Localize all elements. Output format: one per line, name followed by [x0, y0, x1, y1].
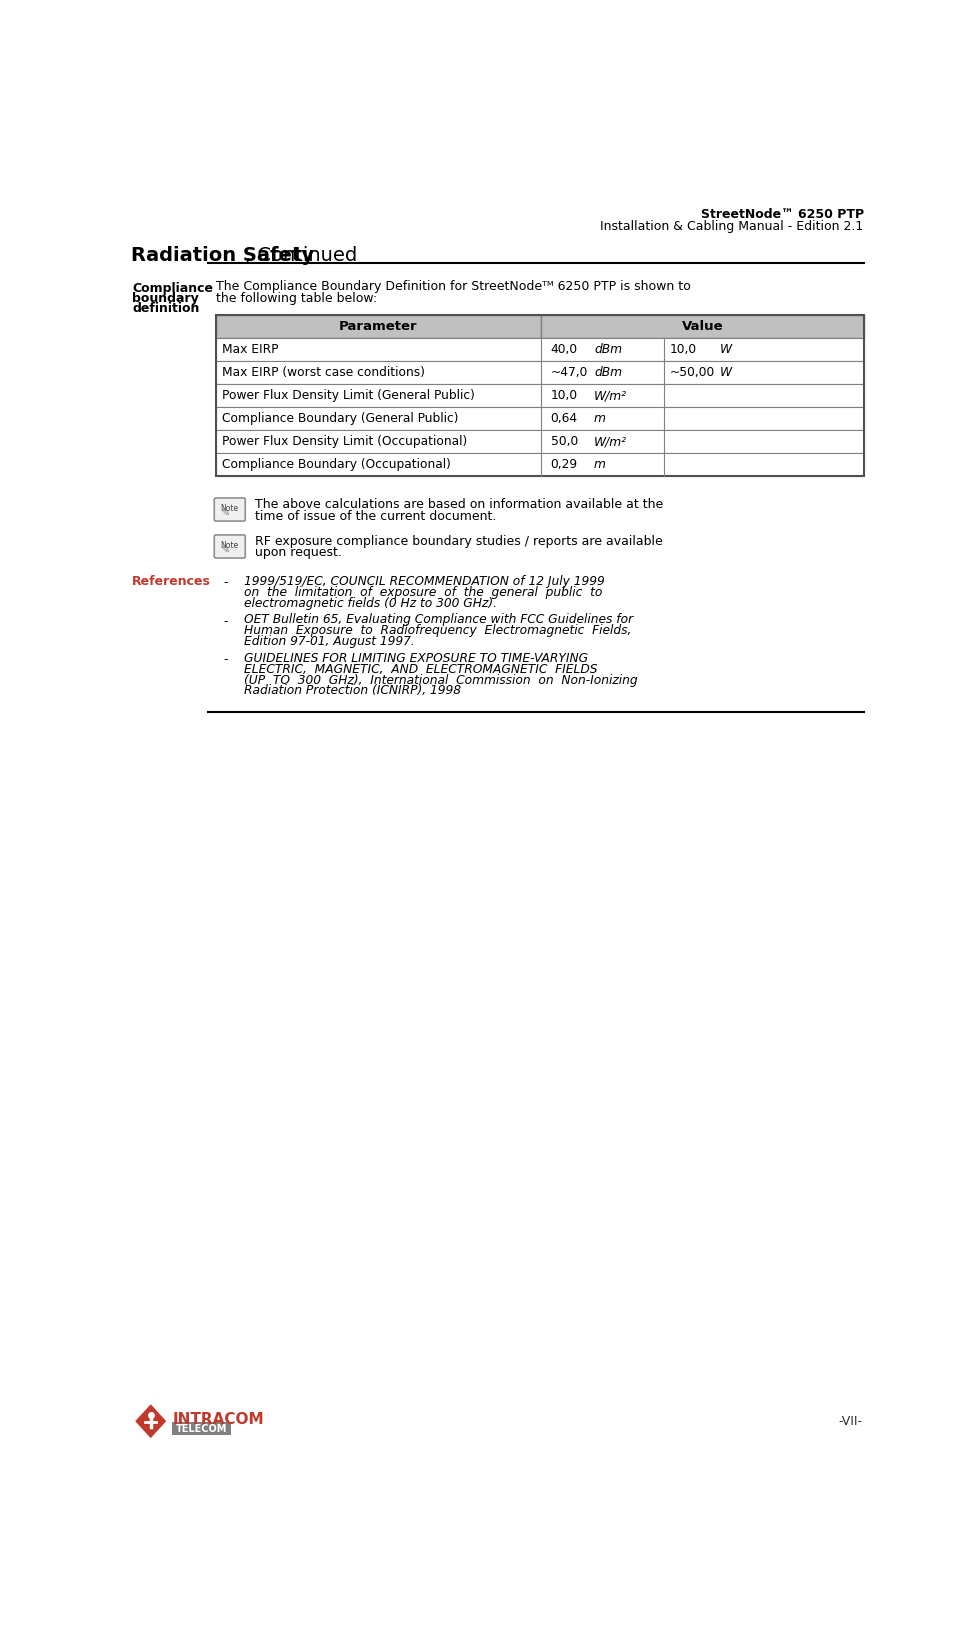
Text: Edition 97-01, August 1997.: Edition 97-01, August 1997. — [243, 635, 414, 648]
Text: INTRACOM: INTRACOM — [172, 1411, 264, 1428]
Bar — [215, 407, 862, 430]
Text: Parameter: Parameter — [339, 319, 418, 332]
Text: 0,64: 0,64 — [550, 412, 578, 425]
Text: Installation & Cabling Manual - Edition 2.1: Installation & Cabling Manual - Edition … — [600, 220, 862, 233]
Text: ~50,00: ~50,00 — [670, 366, 714, 379]
Text: W: W — [719, 344, 731, 357]
Bar — [541, 314, 862, 339]
Text: OET Bulletin 65, Evaluating Compliance with FCC Guidelines for: OET Bulletin 65, Evaluating Compliance w… — [243, 614, 632, 627]
Text: on  the  limitation  of  exposure  of  the  general  public  to: on the limitation of exposure of the gen… — [243, 586, 602, 599]
Text: -VII-: -VII- — [837, 1415, 861, 1428]
Text: m: m — [593, 459, 606, 472]
Text: time of issue of the current document.: time of issue of the current document. — [254, 510, 495, 523]
Text: Value: Value — [681, 319, 723, 332]
Text: -: - — [223, 615, 228, 628]
Text: -: - — [223, 576, 228, 589]
Bar — [215, 314, 862, 477]
Text: Note: Note — [221, 505, 238, 513]
Bar — [215, 453, 862, 477]
Text: TELECOM: TELECOM — [175, 1424, 227, 1434]
Text: Power Flux Density Limit (General Public): Power Flux Density Limit (General Public… — [222, 389, 475, 402]
Text: -: - — [223, 653, 228, 666]
Text: definition: definition — [132, 303, 200, 316]
FancyBboxPatch shape — [214, 498, 245, 521]
Text: 10,0: 10,0 — [550, 389, 578, 402]
FancyBboxPatch shape — [214, 536, 245, 558]
Text: upon request.: upon request. — [254, 547, 341, 560]
Text: W/m²: W/m² — [593, 435, 626, 448]
Text: The above calculations are based on information available at the: The above calculations are based on info… — [254, 498, 662, 511]
Text: boundary: boundary — [132, 293, 199, 306]
Text: Compliance Boundary (Occupational): Compliance Boundary (Occupational) — [222, 459, 451, 472]
Text: 50,0: 50,0 — [550, 435, 578, 448]
Text: the following table below:: the following table below: — [215, 291, 377, 304]
Text: Radiation Safety: Radiation Safety — [131, 246, 313, 265]
Text: GUIDELINES FOR LIMITING EXPOSURE TO TIME-VARYING: GUIDELINES FOR LIMITING EXPOSURE TO TIME… — [243, 651, 587, 664]
Text: The Compliance Boundary Definition for StreetNodeᵀᴹ 6250 PTP is shown to: The Compliance Boundary Definition for S… — [215, 280, 690, 293]
Text: m: m — [593, 412, 606, 425]
Text: W: W — [719, 366, 731, 379]
Text: W/m²: W/m² — [593, 389, 626, 402]
Text: References: References — [132, 575, 211, 588]
Bar — [215, 339, 862, 361]
Bar — [215, 384, 862, 407]
Text: ✎: ✎ — [219, 510, 229, 519]
Text: 0,29: 0,29 — [550, 459, 578, 472]
Text: 10,0: 10,0 — [670, 344, 697, 357]
Bar — [215, 361, 862, 384]
Text: RF exposure compliance boundary studies / reports are available: RF exposure compliance boundary studies … — [254, 536, 662, 549]
Text: ELECTRIC,  MAGNETIC,  AND  ELECTROMAGNETIC  FIELDS: ELECTRIC, MAGNETIC, AND ELECTROMAGNETIC … — [243, 663, 597, 676]
Text: (UP  TO  300  GHz),  International  Commission  on  Non-Ionizing: (UP TO 300 GHz), International Commissio… — [243, 674, 637, 687]
Bar — [215, 314, 541, 339]
Text: Note: Note — [221, 540, 238, 550]
Text: electromagnetic fields (0 Hz to 300 GHz).: electromagnetic fields (0 Hz to 300 GHz)… — [243, 596, 496, 609]
Text: ~47,0: ~47,0 — [550, 366, 587, 379]
Text: StreetNode™ 6250 PTP: StreetNode™ 6250 PTP — [700, 208, 862, 221]
Text: 40,0: 40,0 — [550, 344, 578, 357]
Polygon shape — [135, 1405, 166, 1438]
Text: Power Flux Density Limit (Occupational): Power Flux Density Limit (Occupational) — [222, 435, 467, 448]
Text: 1999/519/EC, COUNCIL RECOMMENDATION of 12 July 1999: 1999/519/EC, COUNCIL RECOMMENDATION of 1… — [243, 575, 604, 588]
Text: Radiation Protection (ICNIRP), 1998: Radiation Protection (ICNIRP), 1998 — [243, 684, 460, 697]
Text: , Continued: , Continued — [245, 246, 358, 265]
Text: Compliance Boundary (General Public): Compliance Boundary (General Public) — [222, 412, 458, 425]
Text: Human  Exposure  to  Radiofrequency  Electromagnetic  Fields,: Human Exposure to Radiofrequency Electro… — [243, 624, 631, 637]
Text: Max EIRP: Max EIRP — [222, 344, 278, 357]
Text: Compliance: Compliance — [132, 282, 213, 295]
Text: dBm: dBm — [593, 344, 621, 357]
Text: Max EIRP (worst case conditions): Max EIRP (worst case conditions) — [222, 366, 424, 379]
Text: ✎: ✎ — [219, 545, 229, 557]
Bar — [172, 1421, 231, 1434]
Text: dBm: dBm — [593, 366, 621, 379]
Bar — [215, 430, 862, 453]
